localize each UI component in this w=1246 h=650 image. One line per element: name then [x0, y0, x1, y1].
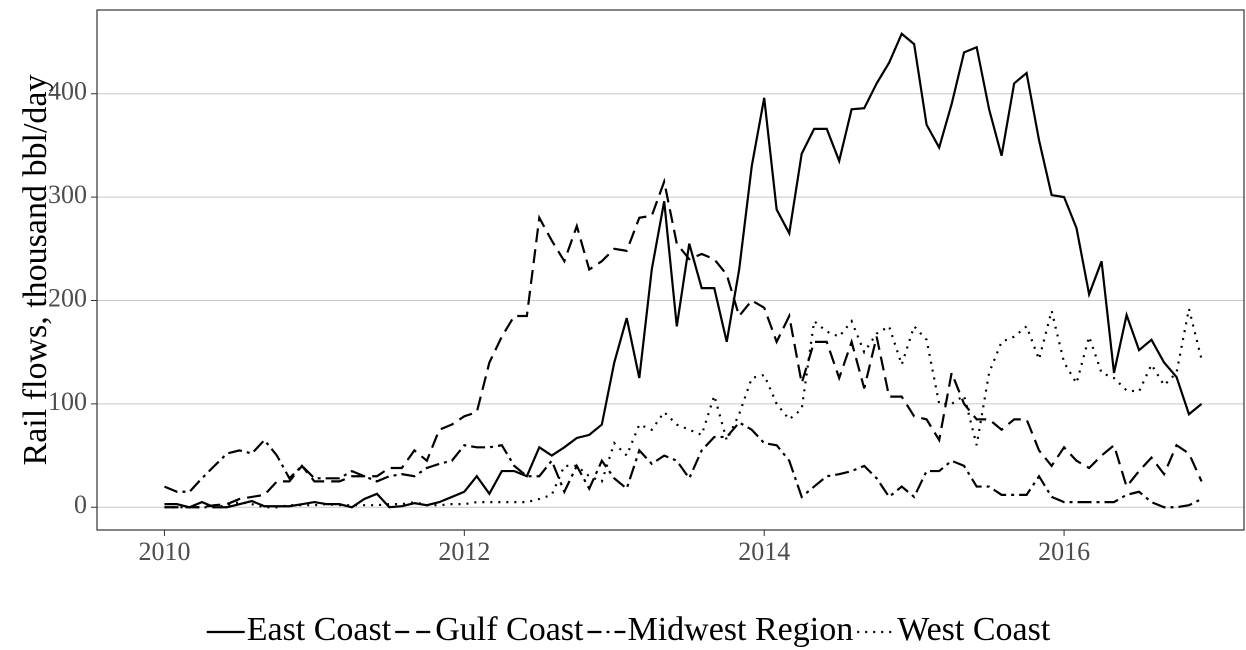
x-tick-label: 2012	[438, 537, 490, 566]
y-tick-label: 300	[48, 180, 87, 209]
x-tick-label: 2016	[1038, 537, 1090, 566]
series-line	[164, 177, 1203, 509]
y-tick-label: 400	[48, 77, 87, 106]
series-line	[164, 308, 1203, 509]
series-line	[164, 31, 1203, 509]
x-tick-label: 2010	[138, 537, 190, 566]
legend: East Coast Gulf Coast Midwest Region West C…	[206, 611, 1051, 648]
y-tick-label: 100	[48, 387, 87, 416]
x-tick-label: 2014	[738, 537, 790, 566]
y-axis-title: Rail flows, thousand bbl/day	[17, 75, 54, 466]
y-tick-label: 200	[48, 283, 87, 312]
legend-label: Gulf Coast	[435, 611, 584, 648]
series-line	[164, 421, 1203, 509]
y-tick-label: 0	[74, 490, 87, 519]
legend-label: West Coast	[897, 611, 1051, 648]
legend-label: East Coast	[247, 611, 392, 648]
legend-label: Midwest Region	[627, 611, 853, 648]
plot-border	[96, 9, 1245, 531]
